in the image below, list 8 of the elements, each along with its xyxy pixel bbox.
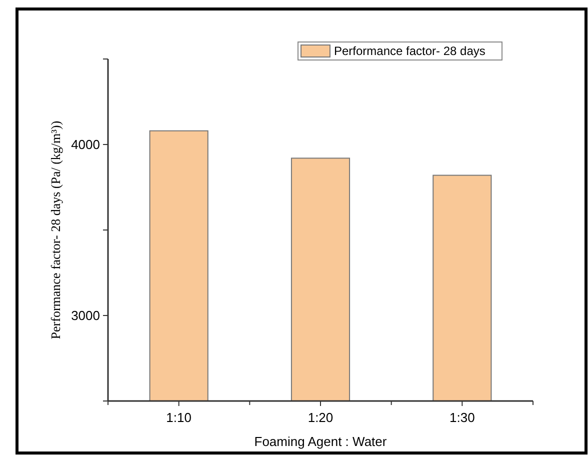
x-axis-title: Foaming Agent : Water [254,434,388,449]
y-axis-title: Performance factor- 28 days (Pa/ (kg/m³)) [48,120,63,340]
legend-label: Performance factor- 28 days [334,44,486,58]
x-tick-label: 1:30 [450,410,475,425]
y-tick-label: 3000 [71,308,100,324]
x-tick-label: 1:20 [308,410,334,425]
x-tick-label: 1:10 [166,410,192,425]
y-tick-label: 4000 [71,137,100,152]
